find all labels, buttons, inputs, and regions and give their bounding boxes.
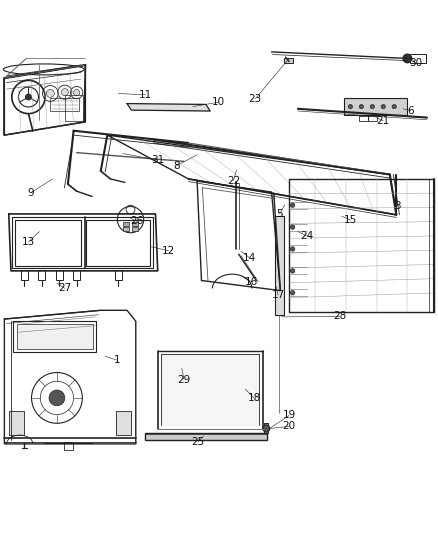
Circle shape bbox=[290, 203, 295, 207]
Bar bbox=[38, 270, 45, 280]
Text: 5: 5 bbox=[276, 209, 283, 219]
Bar bbox=[13, 321, 96, 352]
Circle shape bbox=[74, 90, 80, 96]
Circle shape bbox=[290, 290, 295, 295]
Bar bbox=[116, 411, 131, 435]
Text: 16: 16 bbox=[245, 277, 258, 287]
Text: 1: 1 bbox=[114, 355, 121, 365]
Bar bbox=[73, 270, 80, 280]
Bar bbox=[275, 216, 284, 314]
Text: 14: 14 bbox=[243, 253, 256, 263]
Text: 3: 3 bbox=[394, 201, 401, 211]
Polygon shape bbox=[127, 103, 210, 111]
Bar bbox=[65, 95, 83, 121]
Circle shape bbox=[290, 247, 295, 251]
Text: 30: 30 bbox=[409, 58, 422, 68]
Text: 20: 20 bbox=[283, 422, 296, 431]
Bar bbox=[359, 116, 377, 121]
Text: 18: 18 bbox=[247, 393, 261, 403]
Bar bbox=[264, 423, 268, 433]
Text: 27: 27 bbox=[58, 284, 71, 293]
Circle shape bbox=[290, 225, 295, 229]
Bar bbox=[56, 270, 63, 280]
Text: 15: 15 bbox=[344, 215, 357, 225]
Text: 25: 25 bbox=[191, 437, 205, 447]
Text: 11: 11 bbox=[139, 90, 152, 100]
Text: 29: 29 bbox=[177, 375, 191, 384]
Bar bbox=[115, 270, 122, 280]
Circle shape bbox=[61, 88, 68, 96]
Bar bbox=[50, 98, 79, 111]
Circle shape bbox=[263, 425, 270, 432]
Text: 12: 12 bbox=[162, 246, 175, 256]
Bar bbox=[132, 227, 138, 231]
Bar bbox=[9, 411, 24, 435]
Bar bbox=[123, 222, 129, 226]
Bar bbox=[132, 222, 138, 226]
Bar bbox=[21, 270, 28, 280]
Text: 21: 21 bbox=[377, 116, 390, 126]
Circle shape bbox=[25, 94, 32, 100]
Text: 31: 31 bbox=[151, 155, 164, 165]
Circle shape bbox=[49, 390, 65, 406]
Text: 10: 10 bbox=[212, 97, 225, 107]
Bar bbox=[123, 227, 129, 231]
Text: 17: 17 bbox=[272, 290, 285, 300]
Circle shape bbox=[370, 104, 374, 109]
Circle shape bbox=[403, 54, 412, 63]
Text: 19: 19 bbox=[283, 410, 296, 421]
Circle shape bbox=[290, 269, 295, 273]
Circle shape bbox=[46, 90, 54, 98]
Text: 28: 28 bbox=[333, 311, 346, 321]
Text: 26: 26 bbox=[131, 216, 144, 227]
Bar bbox=[15, 220, 81, 265]
Polygon shape bbox=[161, 354, 259, 425]
Circle shape bbox=[348, 104, 353, 109]
Text: 22: 22 bbox=[227, 176, 240, 185]
Text: 6: 6 bbox=[407, 106, 414, 116]
Bar bbox=[17, 324, 93, 349]
Bar bbox=[64, 442, 73, 449]
Bar bbox=[284, 58, 293, 63]
Circle shape bbox=[381, 104, 385, 109]
Text: 9: 9 bbox=[27, 188, 34, 198]
Bar bbox=[344, 98, 407, 115]
Bar bbox=[86, 220, 150, 265]
Circle shape bbox=[359, 104, 364, 109]
Bar bbox=[410, 54, 426, 63]
Text: 23: 23 bbox=[249, 94, 262, 104]
Bar bbox=[145, 432, 267, 440]
Circle shape bbox=[392, 104, 396, 109]
Text: 13: 13 bbox=[22, 237, 35, 247]
Text: 24: 24 bbox=[300, 231, 313, 241]
Text: 8: 8 bbox=[173, 161, 180, 171]
